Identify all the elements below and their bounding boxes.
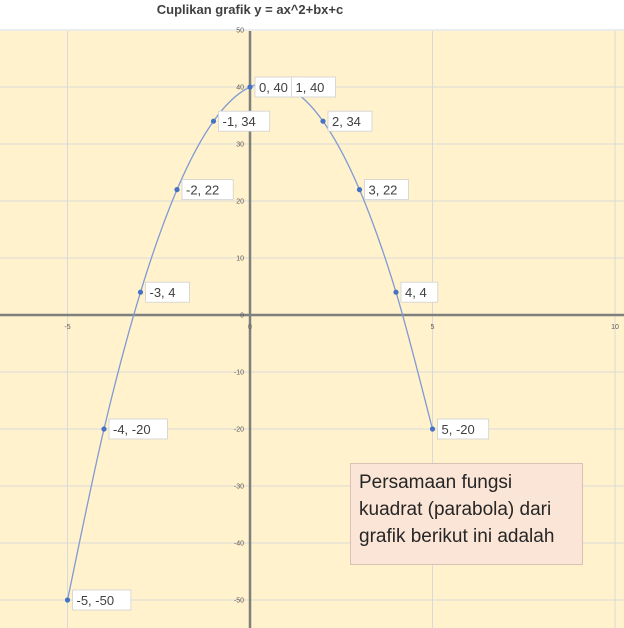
parabola-curve xyxy=(66,82,434,601)
data-label-text: -2, 22 xyxy=(186,183,219,198)
y-tick-label: -30 xyxy=(234,484,244,491)
data-point-marker xyxy=(356,187,363,193)
data-label: 2, 34 xyxy=(327,110,373,132)
y-tick-label: -20 xyxy=(234,427,244,434)
y-tick-label: 50 xyxy=(236,28,244,35)
data-label-text: 4, 4 xyxy=(405,285,427,300)
data-label: -3, 4 xyxy=(145,281,190,303)
note-line-3: grafik berikut ini adalah xyxy=(359,526,555,547)
data-label-text: 3, 22 xyxy=(369,183,398,198)
question-note-box: Persamaan fungsi kuadrat (parabola) dari… xyxy=(350,463,583,565)
y-tick-label: 0 xyxy=(240,313,244,320)
data-label-box xyxy=(108,418,168,440)
data-label-text: 1, 40 xyxy=(296,80,325,95)
note-line-1: Persamaan fungsi xyxy=(359,472,513,493)
data-point-marker xyxy=(247,84,253,90)
y-tick-label: 40 xyxy=(236,85,244,92)
data-point-marker xyxy=(429,426,436,432)
marker-layer xyxy=(64,84,436,603)
y-tick-label: -40 xyxy=(234,541,244,548)
data-label-text: -3, 4 xyxy=(150,285,176,300)
data-label: -5, -50 xyxy=(72,589,132,611)
data-label-box xyxy=(327,110,373,132)
data-label-box xyxy=(218,110,271,132)
x-tick-label: 0 xyxy=(248,324,252,331)
data-point-marker xyxy=(174,187,180,193)
data-label-box xyxy=(145,281,190,303)
y-tick-label: -10 xyxy=(234,370,244,377)
data-label-text: 2, 34 xyxy=(332,114,361,129)
y-tick-label: -50 xyxy=(234,598,244,605)
data-label-box xyxy=(181,179,234,201)
x-tick-label: 5 xyxy=(431,324,435,331)
data-label-box xyxy=(364,179,409,201)
data-label-text: -1, 34 xyxy=(223,114,256,129)
y-tick-label: 10 xyxy=(236,256,244,263)
data-label-box xyxy=(72,589,132,611)
chart-title: Cuplikan grafik y = ax^2+bx+c xyxy=(156,2,344,17)
data-label: 3, 22 xyxy=(364,179,409,201)
data-point-marker xyxy=(210,118,217,124)
data-point-marker xyxy=(137,289,144,295)
data-point-marker xyxy=(101,426,107,432)
data-label: 1, 40 xyxy=(291,76,336,98)
data-label-text: 5, -20 xyxy=(442,422,475,437)
data-label-box xyxy=(400,281,439,303)
data-label: 4, 4 xyxy=(400,281,439,303)
data-point-marker xyxy=(393,289,399,295)
data-label-text: -5, -50 xyxy=(77,593,115,608)
data-label: 5, -20 xyxy=(437,418,490,440)
data-label-box xyxy=(291,76,336,98)
y-tick-label: 30 xyxy=(236,142,244,149)
data-label-text: 0, 40 xyxy=(259,80,288,95)
data-point-marker xyxy=(64,597,71,603)
data-label-box xyxy=(437,418,490,440)
x-tick-label: 10 xyxy=(611,324,619,331)
data-label: -1, 34 xyxy=(218,110,271,132)
data-label-text: -4, -20 xyxy=(113,422,151,437)
data-point-marker xyxy=(320,118,326,124)
data-label: -2, 22 xyxy=(181,179,234,201)
y-tick-label: 20 xyxy=(236,199,244,206)
data-label: -4, -20 xyxy=(108,418,168,440)
label-layer: -5, -50 -4, -20 -3, 4 -2, 22 -1, 34 0, 40 1, 4… xyxy=(72,76,490,611)
data-label: 0, 40 xyxy=(254,76,300,98)
x-tick-label: -5 xyxy=(64,324,70,331)
note-line-2: kuadrat (parabola) dari xyxy=(359,499,552,520)
